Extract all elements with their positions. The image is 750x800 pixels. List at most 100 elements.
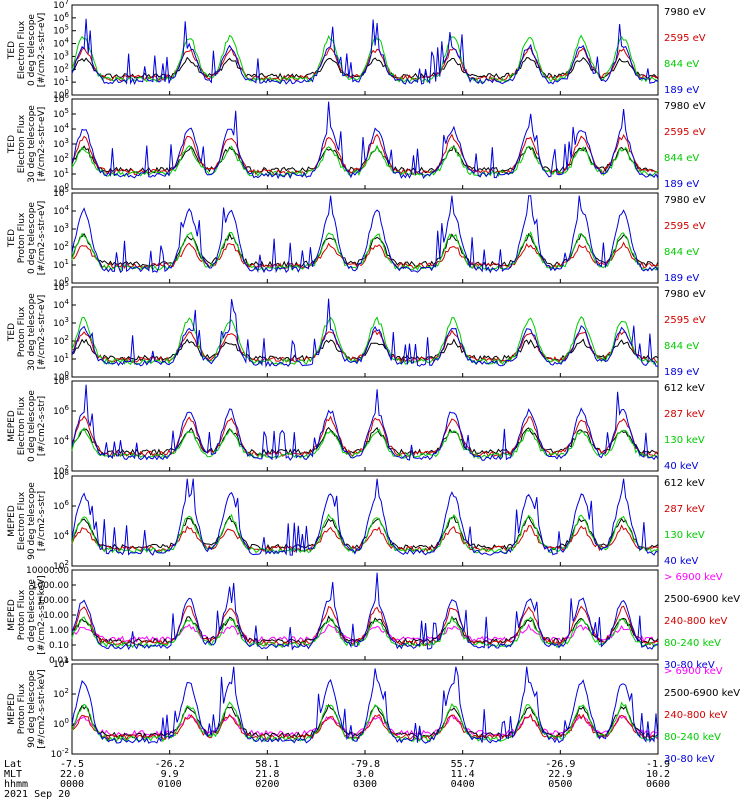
y-tick-label: 101 <box>53 75 69 88</box>
y-axis-label-line: [#/cm2-s-str-eV] <box>37 107 47 182</box>
y-tick-label: 106 <box>53 404 69 417</box>
legend-entry: 2500-6900 keV <box>664 594 740 605</box>
legend-entry: 130 keV <box>664 435 705 446</box>
x-tick-lat: -7.5 <box>60 759 84 770</box>
legend-entry: 844 eV <box>664 153 699 164</box>
y-tick-exponent: 4 <box>65 434 70 442</box>
y-tick-label: 103 <box>53 137 69 150</box>
x-tick-hhmm: 0100 <box>158 779 182 790</box>
legend-entry: > 6900 keV <box>664 666 723 677</box>
legend-entry: 40 keV <box>664 556 698 567</box>
series-line-3 <box>71 34 659 84</box>
x-tick-mlt: 21.8 <box>255 769 279 780</box>
y-tick-exponent: 1 <box>65 75 69 83</box>
legend-entry: 7980 eV <box>664 7 706 18</box>
y-axis-label: TEDElectron Flux30 deg telescope[#/cm2-s… <box>7 105 47 183</box>
legend-entry: 844 eV <box>664 59 699 70</box>
x-tick-lat: -1.9 <box>646 759 670 770</box>
y-tick-exponent: 4 <box>65 298 70 306</box>
y-tick-exponent: 8 <box>65 469 69 477</box>
y-axis-label: TEDElectron Flux0 deg telescope[#/cm2-s-… <box>7 13 47 88</box>
panel-5: MEPEDElectron Flux0 deg telescope[#/cm2-… <box>7 374 705 477</box>
legend-entry: 7980 eV <box>664 289 706 300</box>
y-tick-exponent: 0 <box>65 717 69 725</box>
y-axis-label: TEDProton Flux30 deg telescope[#/cm2-s-s… <box>7 293 47 371</box>
y-tick-exponent: 0 <box>65 88 69 96</box>
y-tick-label: 107 <box>53 0 69 11</box>
x-tick-mlt: 3.0 <box>356 769 374 780</box>
y-tick-label: 104 <box>53 204 69 217</box>
panel-3: TEDProton Flux0 deg telescope[#/cm2-s-st… <box>7 186 706 289</box>
y-axis-label-line: Electron Flux <box>17 396 27 455</box>
legend-entry: 287 keV <box>664 409 705 420</box>
legend-entry: 240-800 keV <box>664 710 728 721</box>
panel-7: MEPEDProton Flux0 deg telescope[#/cm2-s-… <box>7 566 740 671</box>
hhmm-row-label: hhmm <box>4 779 28 790</box>
y-axis-label-line: Electron Flux <box>17 114 27 173</box>
y-axis-label-line: [#/cm2-s-str] <box>37 491 47 551</box>
y-tick-label: 10000.00 <box>26 566 69 576</box>
y-axis-label-line: 30 deg telescope <box>27 105 37 183</box>
y-tick-exponent: 4 <box>65 204 70 212</box>
y-tick-label: 103 <box>53 222 69 235</box>
y-axis-label-line: TED <box>7 135 17 154</box>
y-axis-label-line: 0 deg telescope <box>27 579 37 651</box>
x-tick-hhmm: 0500 <box>548 779 572 790</box>
y-axis-label-line: Electron Flux <box>17 491 27 550</box>
x-tick-lat: -26.2 <box>155 759 185 770</box>
y-tick-label: 100 <box>53 717 69 730</box>
y-tick-exponent: 8 <box>65 374 69 382</box>
legend-entry: 2595 eV <box>664 127 706 138</box>
y-tick-label: 104 <box>53 37 69 50</box>
y-axis-label-line: TED <box>7 323 17 342</box>
legend-entry: 287 keV <box>664 504 705 515</box>
series-line-1 <box>71 56 659 80</box>
y-tick-exponent: 4 <box>65 37 70 45</box>
legend-entry: 80-240 keV <box>664 638 721 649</box>
y-tick-label: 104 <box>53 122 69 135</box>
y-axis-label-line: Proton Flux <box>17 212 27 263</box>
y-tick-exponent: 5 <box>65 280 69 288</box>
y-axis-label-line: 0 deg telescope <box>27 390 37 462</box>
legend-entry: 2595 eV <box>664 315 706 326</box>
y-tick-exponent: 7 <box>65 0 69 6</box>
x-tick-hhmm: 0400 <box>451 779 475 790</box>
legend-entry: 189 eV <box>664 367 699 378</box>
legend-entry: > 6900 keV <box>664 572 723 583</box>
y-tick-exponent: 0 <box>65 276 69 284</box>
panel-4: TEDProton Flux30 deg telescope[#/cm2-s-s… <box>7 280 706 383</box>
series-line-4 <box>71 101 659 180</box>
y-axis-label-line: [#/cm2-s-str-eV] <box>37 295 47 370</box>
series-line-4 <box>71 298 658 368</box>
y-tick-label: 0.10 <box>49 641 69 651</box>
y-tick-exponent: 5 <box>65 186 69 194</box>
legend-entry: 7980 eV <box>664 101 706 112</box>
y-tick-label: 102 <box>53 687 69 700</box>
y-tick-exponent: 6 <box>65 404 70 412</box>
series-line-1 <box>71 623 659 643</box>
y-axis-label-line: [#/cm2-s-str-keV] <box>37 669 47 748</box>
y-tick-label: 103 <box>53 316 69 329</box>
x-tick-lat: -26.9 <box>545 759 575 770</box>
x-tick-hhmm: 0300 <box>353 779 377 790</box>
x-tick-lat: 58.1 <box>255 759 279 770</box>
legend-entry: 240-800 keV <box>664 616 728 627</box>
y-tick-exponent: 5 <box>65 107 69 115</box>
series-line-5 <box>71 572 659 651</box>
y-tick-label: 101 <box>53 352 69 365</box>
panel-1: TEDElectron Flux0 deg telescope[#/cm2-s-… <box>7 0 706 101</box>
y-tick-exponent: 0 <box>65 370 69 378</box>
y-axis-label-line: MEPED <box>7 410 17 442</box>
y-tick-label: 105 <box>53 24 69 37</box>
y-tick-exponent: 4 <box>65 122 70 130</box>
x-tick-hhmm: 0200 <box>255 779 279 790</box>
lat-row-label: Lat <box>4 759 22 770</box>
y-tick-exponent: 1 <box>65 352 69 360</box>
series-line-3 <box>71 513 659 555</box>
y-tick-label: 101 <box>53 258 69 271</box>
series-line-4 <box>71 384 659 461</box>
y-axis-label-line: MEPED <box>7 599 17 631</box>
legend-entry: 30-80 keV <box>664 754 715 765</box>
y-axis-label-line: 0 deg telescope <box>27 14 37 86</box>
y-tick-exponent: 2 <box>65 62 69 70</box>
